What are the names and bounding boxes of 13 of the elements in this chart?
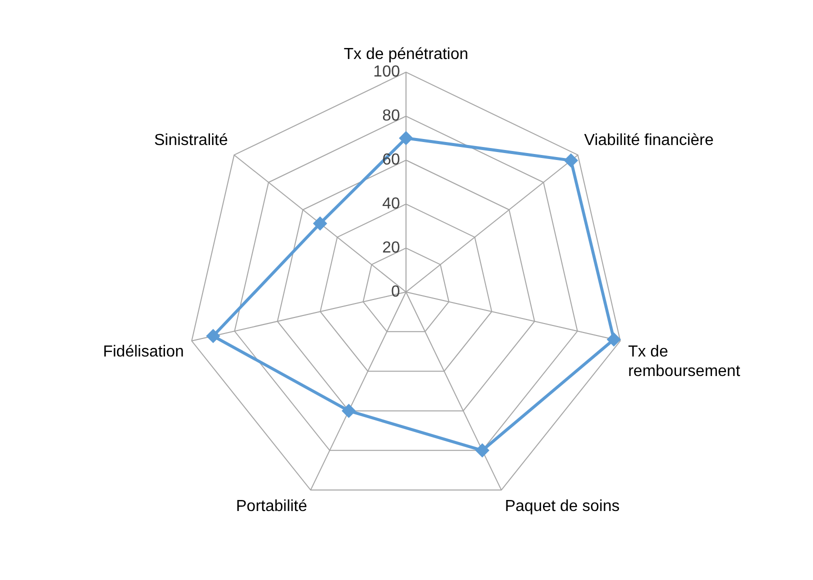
- y-tick-label: 80: [382, 108, 400, 125]
- y-tick-label: 0: [391, 283, 400, 300]
- y-tick-label: 40: [382, 195, 400, 212]
- y-tick-label: 60: [382, 152, 400, 169]
- spoke-label: Paquet de soins: [504, 498, 620, 516]
- spoke-label: Fidélisation: [102, 344, 184, 361]
- spoke-label: Sinistralité: [154, 132, 228, 149]
- y-tick-label: 100: [373, 64, 400, 81]
- spoke-label: Portabilité: [236, 498, 308, 516]
- y-tick-label: 20: [382, 239, 400, 256]
- spoke-label: Tx de pénétration: [344, 46, 468, 64]
- spoke-label: Viabilité financière: [584, 132, 714, 149]
- spoke-label: Tx de remboursement: [628, 344, 741, 380]
